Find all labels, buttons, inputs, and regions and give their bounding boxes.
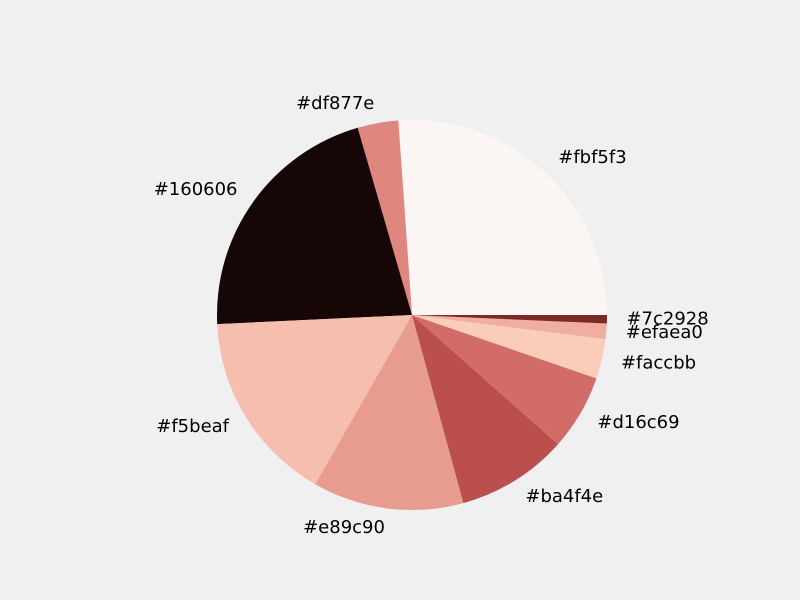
pie-slice-9 — [412, 315, 607, 324]
pie-labels: #fbf5f3 #df877e #160606 #f5beaf #e89c90 #ba4f… — [154, 93, 709, 538]
pie-slice-label-6: #d16c69 — [597, 412, 679, 433]
pie-slice-label-0: #fbf5f3 — [558, 147, 626, 168]
pie-slice-7 — [412, 315, 606, 379]
pie-slice-3 — [217, 315, 412, 485]
pie-slice-label-4: #e89c90 — [303, 517, 385, 538]
pie-slice-label-5: #ba4f4e — [525, 486, 603, 507]
pie-slices — [216, 119, 607, 510]
pie-slice-2 — [216, 127, 412, 325]
pie-slice-4 — [315, 315, 464, 510]
pie-slice-8 — [412, 315, 607, 340]
pie-slice-5 — [412, 315, 559, 504]
pie-slice-label-9: #7c2928 — [626, 309, 708, 330]
pie-slice-label-2: #160606 — [154, 179, 238, 200]
pie-slice-label-3: #f5beaf — [156, 416, 229, 437]
pie-slice-label-8: #efaea0 — [626, 322, 703, 343]
pie-slice-1 — [357, 120, 412, 315]
pie-slice-label-1: #df877e — [296, 93, 374, 114]
pie-slice-0 — [398, 119, 607, 316]
pie-slice-label-7: #faccbb — [621, 352, 696, 373]
pie-slice-6 — [412, 315, 597, 445]
